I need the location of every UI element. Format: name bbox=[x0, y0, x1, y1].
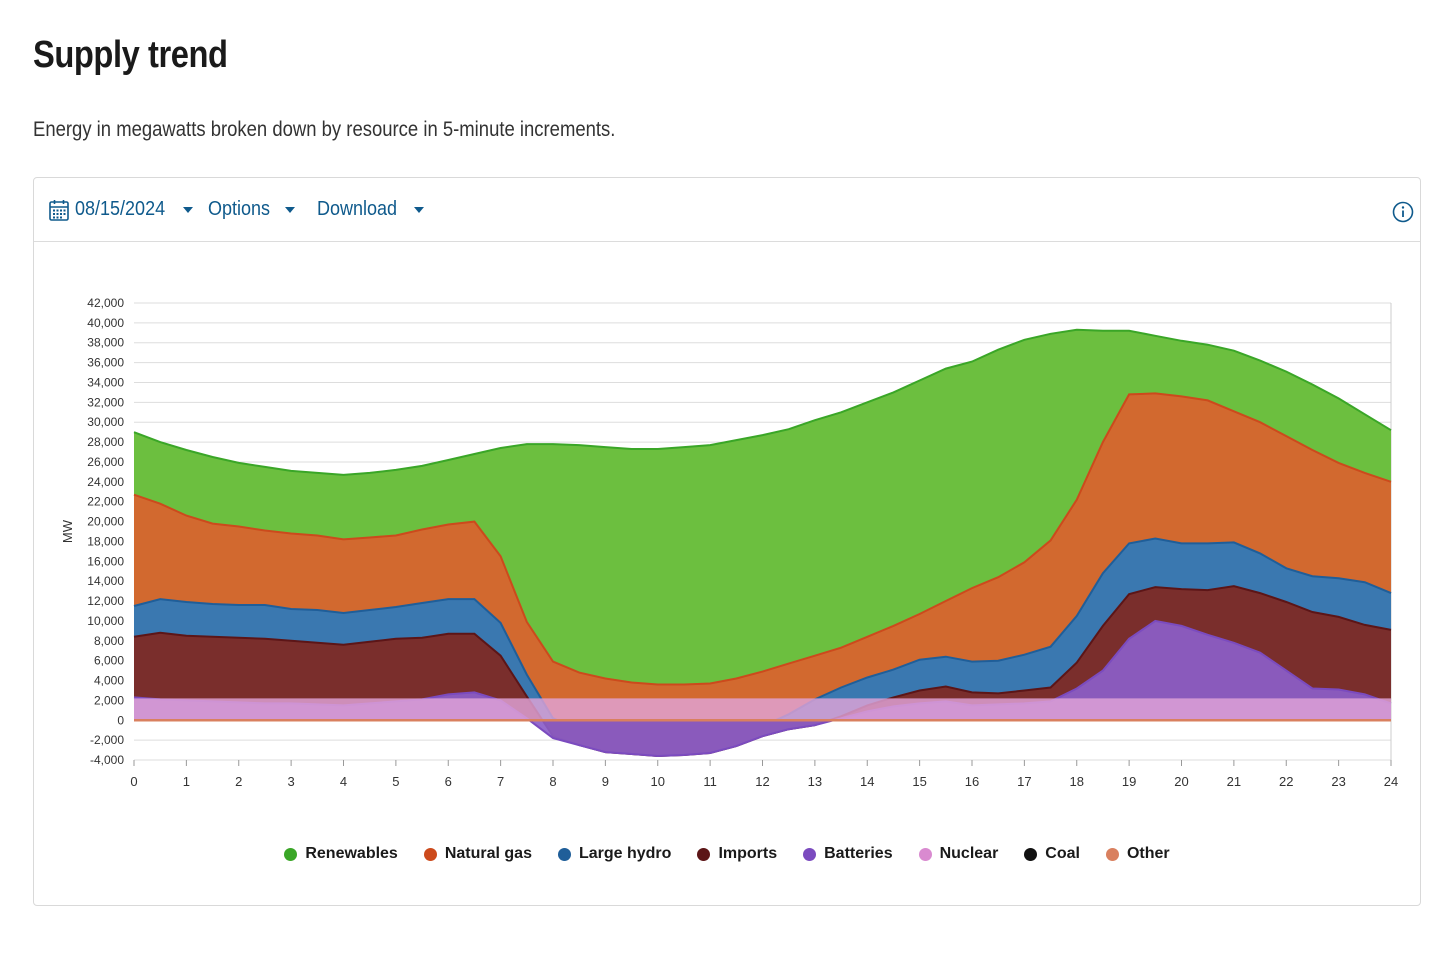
supply-chart: -4,000 -2,000 0 2,000 4,000 6,000 8,000 10,000 1… bbox=[34, 243, 1420, 905]
legend-label: Nuclear bbox=[939, 845, 999, 862]
x-tick-label: 23 bbox=[1331, 774, 1345, 789]
y-tick-label: 26,000 bbox=[87, 455, 124, 469]
legend-item-renewables[interactable]: Renewables bbox=[284, 845, 398, 863]
line-natural-gas bbox=[133, 392, 1392, 686]
legend-marker bbox=[803, 847, 817, 861]
legend-marker bbox=[918, 847, 932, 861]
y-tick-label: -4,000 bbox=[90, 753, 124, 767]
y-tick-label: 6,000 bbox=[94, 654, 124, 668]
calendar-icon bbox=[49, 199, 69, 221]
x-tick-label: 3 bbox=[288, 774, 295, 789]
y-tick-label: 12,000 bbox=[87, 594, 124, 608]
options-label: Options bbox=[208, 198, 271, 220]
x-tick-label: 4 bbox=[340, 774, 347, 789]
y-tick-label: 32,000 bbox=[87, 395, 124, 409]
x-tick-label: 10 bbox=[651, 774, 665, 789]
page-subtitle: Energy in megawatts broken down by resou… bbox=[33, 118, 616, 141]
x-tick-label: 14 bbox=[860, 774, 874, 789]
legend-label: Coal bbox=[1045, 845, 1080, 862]
x-tick-label: 9 bbox=[602, 774, 609, 789]
x-tick-label: 16 bbox=[965, 774, 979, 789]
y-tick-label: 30,000 bbox=[87, 415, 124, 429]
legend-item-other[interactable]: Other bbox=[1105, 845, 1170, 863]
x-tick-label: 6 bbox=[445, 774, 452, 789]
chevron-down-icon bbox=[183, 206, 194, 213]
x-tick-label: 17 bbox=[1017, 774, 1031, 789]
legend-item-natural-gas[interactable]: Natural gas bbox=[423, 845, 532, 863]
chevron-down-icon bbox=[413, 206, 424, 213]
chart-toolbar: 08/15/2024 Options Download bbox=[34, 178, 1420, 242]
date-value: 08/15/2024 bbox=[75, 198, 166, 220]
x-tick-label: 1 bbox=[183, 774, 190, 789]
legend-label: Imports bbox=[718, 845, 778, 862]
y-tick-label: 36,000 bbox=[87, 356, 124, 370]
chevron-down-icon bbox=[284, 206, 295, 213]
legend-marker bbox=[284, 847, 298, 861]
y-tick-label: 4,000 bbox=[94, 674, 124, 688]
legend-item-imports[interactable]: Imports bbox=[697, 845, 777, 863]
download-menu[interactable]: Download bbox=[317, 198, 424, 221]
line-renewables bbox=[133, 328, 1392, 476]
chart-svg: -4,000 -2,000 0 2,000 4,000 6,000 8,000 10,000 1… bbox=[60, 296, 1398, 789]
x-tick-label: 8 bbox=[549, 774, 556, 789]
y-tick-label: 18,000 bbox=[87, 534, 124, 548]
x-tick-label: 24 bbox=[1384, 774, 1398, 789]
area-batteries bbox=[134, 620, 1391, 756]
legend-label: Natural gas bbox=[444, 845, 532, 862]
y-tick-label: 42,000 bbox=[87, 296, 124, 310]
x-tick-label: 22 bbox=[1279, 774, 1293, 789]
chart-card: 08/15/2024 Options Download -4,000 -2,000… bbox=[33, 177, 1421, 906]
x-tick-label: 0 bbox=[130, 774, 137, 789]
y-axis-title: MW bbox=[60, 519, 75, 543]
x-tick-label: 7 bbox=[497, 774, 504, 789]
x-tick-label: 21 bbox=[1227, 774, 1241, 789]
legend-item-large-hydro[interactable]: Large hydro bbox=[557, 845, 672, 863]
y-tick-label: 22,000 bbox=[87, 495, 124, 509]
legend-marker bbox=[1105, 847, 1119, 861]
legend-marker bbox=[697, 847, 711, 861]
y-tick-label: 14,000 bbox=[87, 574, 124, 588]
legend-label: Batteries bbox=[824, 845, 893, 862]
y-tick-label: 40,000 bbox=[87, 316, 124, 330]
y-tick-label: -2,000 bbox=[90, 733, 124, 747]
legend-label: Other bbox=[1126, 845, 1170, 862]
options-menu[interactable]: Options bbox=[208, 198, 295, 221]
y-tick-label: 38,000 bbox=[87, 336, 124, 350]
legend-marker bbox=[557, 847, 571, 861]
x-tick-label: 18 bbox=[1070, 774, 1084, 789]
y-tick-label: 2,000 bbox=[94, 693, 124, 707]
x-tick-label: 5 bbox=[392, 774, 399, 789]
page-title: Supply trend bbox=[33, 34, 228, 76]
legend-marker bbox=[423, 847, 437, 861]
y-tick-label: 16,000 bbox=[87, 554, 124, 568]
legend-marker bbox=[1024, 847, 1038, 861]
chart-legend: Renewables Natural gas Large hydro Imports B… bbox=[34, 845, 1420, 863]
area-nuclear bbox=[134, 698, 1391, 721]
x-tick-label: 11 bbox=[703, 774, 717, 789]
download-label: Download bbox=[317, 198, 398, 220]
date-picker[interactable]: 08/15/2024 bbox=[49, 198, 194, 221]
legend-label: Large hydro bbox=[578, 845, 672, 862]
y-tick-label: 34,000 bbox=[87, 375, 124, 389]
y-tick-label: 20,000 bbox=[87, 515, 124, 529]
y-tick-label: 0 bbox=[117, 713, 124, 727]
legend-item-nuclear[interactable]: Nuclear bbox=[918, 845, 999, 863]
x-tick-label: 19 bbox=[1122, 774, 1136, 789]
y-tick-label: 10,000 bbox=[87, 614, 124, 628]
x-tick-label: 20 bbox=[1174, 774, 1188, 789]
x-tick-label: 12 bbox=[755, 774, 769, 789]
x-tick-label: 2 bbox=[235, 774, 242, 789]
x-tick-label: 13 bbox=[808, 774, 822, 789]
y-tick-label: 28,000 bbox=[87, 435, 124, 449]
x-tick-label: 15 bbox=[912, 774, 926, 789]
y-tick-label: 8,000 bbox=[94, 634, 124, 648]
y-tick-label: 24,000 bbox=[87, 475, 124, 489]
legend-item-batteries[interactable]: Batteries bbox=[803, 845, 893, 863]
legend-item-coal[interactable]: Coal bbox=[1024, 845, 1080, 863]
legend-label: Renewables bbox=[305, 845, 398, 862]
info-icon[interactable] bbox=[1392, 201, 1414, 223]
